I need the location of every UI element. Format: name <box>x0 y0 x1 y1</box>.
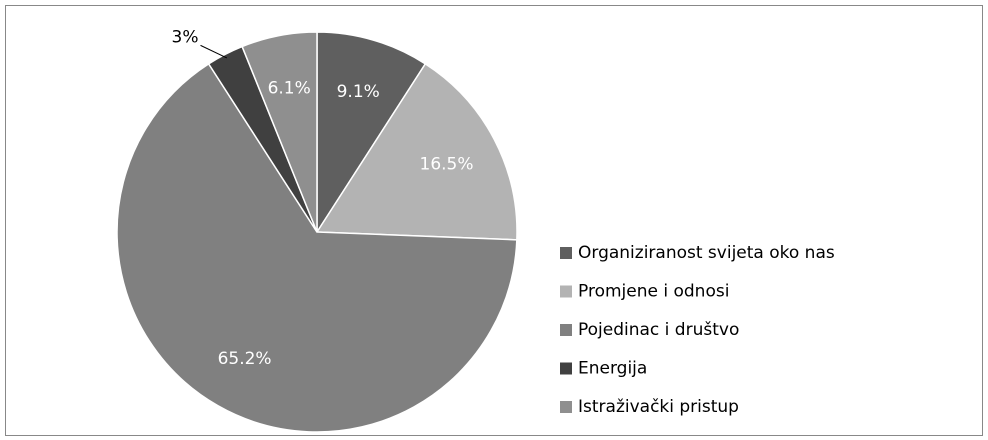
slice-label: 3% <box>172 27 199 47</box>
pie-slice <box>315 62 518 241</box>
legend-label: Energija <box>578 359 647 379</box>
legend-label: Promjene i odnosi <box>578 282 729 302</box>
slice-label: 9.1% <box>337 82 380 102</box>
slice-label: 6.1% <box>268 79 311 99</box>
legend-swatch <box>560 285 572 298</box>
legend-swatch <box>560 324 572 336</box>
legend-swatch <box>560 362 572 375</box>
pie-slice <box>316 31 427 235</box>
legend-swatch <box>560 401 572 413</box>
legend-label: Organiziranost svijeta oko nas <box>578 243 835 263</box>
pie-slice <box>241 31 318 233</box>
slice-label: 65.2% <box>218 349 272 369</box>
slice-label: 16.5% <box>420 155 474 175</box>
legend-label: Istraživački pristup <box>578 397 739 417</box>
legend-swatch <box>560 247 572 259</box>
pie-slice <box>116 62 518 433</box>
legend-label: Pojedinac i društvo <box>578 320 739 340</box>
leader-line <box>200 44 228 59</box>
